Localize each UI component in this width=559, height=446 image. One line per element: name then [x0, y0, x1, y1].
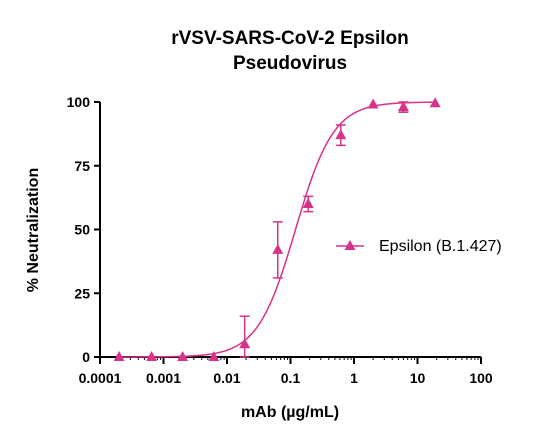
data-point-6	[302, 198, 314, 208]
x-tick-label-2: 0.01	[213, 370, 240, 386]
y-tick-label-4: 100	[67, 94, 91, 110]
data-point-1	[146, 351, 158, 361]
legend-marker-triangle	[344, 240, 356, 250]
data-point-9	[397, 101, 409, 112]
data-point-3	[208, 351, 220, 361]
x-tick-label-5: 10	[410, 370, 426, 386]
x-tick-label-4: 1	[350, 370, 358, 386]
data-point-2	[177, 351, 189, 361]
y-tick-label-0: 0	[82, 349, 90, 365]
legend: Epsilon (B.1.427)	[336, 238, 502, 255]
data-point-5	[272, 243, 284, 254]
y-axis-label: % Neutralization	[25, 168, 42, 292]
y-tick-label-2: 50	[74, 222, 90, 238]
chart-title-line-1: rVSV-SARS-CoV-2 Epsilon	[171, 28, 409, 49]
x-tick-label-1: 0.001	[146, 370, 181, 386]
data-point-10	[429, 97, 441, 108]
data-point-0	[113, 351, 125, 361]
fit-curve	[119, 101, 436, 358]
data-point-7	[335, 129, 347, 140]
plot-area: 0 25 50 75 100 0.0001 0.001 0.01 0.1 1 10 100	[67, 94, 493, 386]
y-tick-label-3: 75	[74, 158, 90, 174]
x-tick-label-6: 100	[469, 370, 493, 386]
x-tick-label-3: 0.1	[281, 370, 301, 386]
y-tick-label-1: 25	[74, 285, 90, 301]
legend-label: Epsilon (B.1.427)	[379, 238, 502, 255]
x-axis-label: mAb (µg/mL)	[241, 404, 339, 421]
data-point-4	[239, 338, 251, 349]
chart-title-line-2: Pseudovirus	[233, 53, 347, 74]
data-point-8	[367, 98, 379, 109]
x-tick-label-0: 0.0001	[79, 370, 122, 386]
